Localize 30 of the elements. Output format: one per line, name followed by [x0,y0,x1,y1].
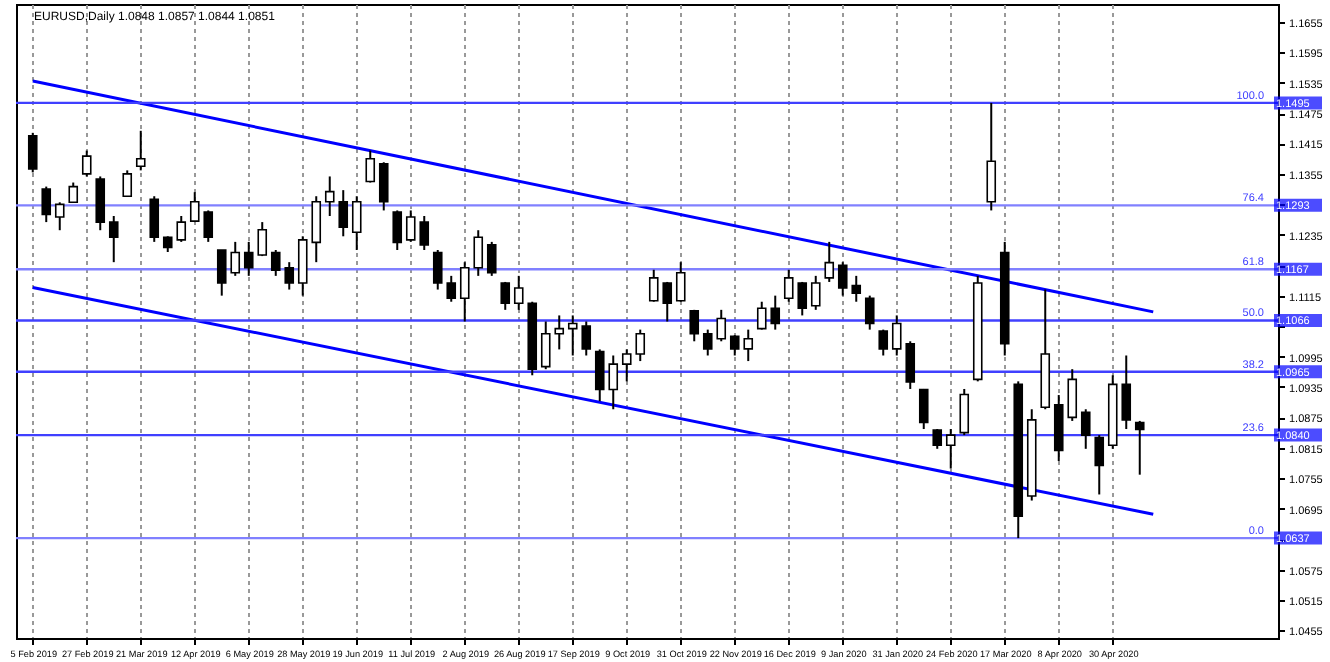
candlestick [945,428,956,470]
candlestick [918,387,929,431]
candlestick [1094,434,1105,496]
candlestick [365,149,376,184]
candlestick [149,195,160,243]
candlestick [810,274,821,311]
candlestick [986,101,997,212]
candlestick [1080,408,1091,450]
candlestick [27,131,38,174]
candlestick [864,294,875,331]
candlestick [378,161,389,212]
candlestick [824,240,835,283]
candlestick [122,169,133,198]
candlestick [486,240,497,277]
candlestick [135,129,146,172]
candlestick [932,428,943,450]
candlestick [1134,419,1145,476]
candlestick [878,328,889,357]
candlestick [392,209,403,251]
candlestick [500,280,511,311]
candlestick [675,261,686,303]
candlestick [95,175,106,232]
candlestick [81,149,92,178]
candlestick [41,185,52,224]
candlestick [68,181,79,204]
candlestick [959,387,970,437]
candlestick [54,201,65,232]
candlestick [108,215,119,264]
candlestick [689,308,700,343]
candlestick [351,195,362,251]
